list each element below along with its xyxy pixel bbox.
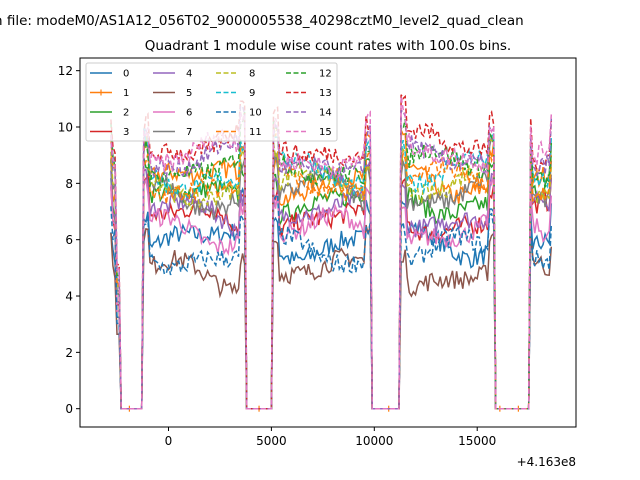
series-line-15	[110, 96, 553, 410]
legend-label-12: 12	[319, 69, 332, 80]
legend-label-0: 0	[123, 69, 129, 80]
legend-label-13: 13	[319, 88, 332, 99]
legend-label-10: 10	[249, 108, 262, 119]
x-tick-label: 0	[165, 434, 173, 448]
legend-label-3: 3	[123, 127, 129, 138]
legend-label-1: 1	[123, 88, 129, 99]
legend-label-15: 15	[319, 127, 332, 138]
series-line-2	[110, 142, 553, 410]
plot-frame	[79, 57, 577, 428]
y-tick-label: 8	[65, 177, 73, 191]
chart-title: Quadrant 1 module wise count rates with …	[145, 38, 511, 54]
series-line-0	[110, 186, 553, 410]
legend-label-9: 9	[249, 88, 255, 99]
legend-label-14: 14	[319, 108, 332, 119]
chart-suptitle: n file: modeM0/AS1A12_056T02_9000005538_…	[0, 13, 524, 29]
legend-frame	[85, 62, 338, 142]
legend-label-4: 4	[186, 69, 192, 80]
series-line-14	[110, 105, 553, 410]
series-layer	[110, 94, 553, 412]
y-tick-label: 2	[65, 346, 73, 360]
y-tick-label: 10	[58, 121, 73, 135]
y-tick-label: 4	[65, 290, 73, 304]
series-line-10	[110, 193, 553, 410]
series-line-3	[110, 160, 553, 410]
y-tick-label: 0	[65, 402, 73, 416]
legend-label-2: 2	[123, 108, 129, 119]
y-tick-label: 6	[65, 233, 73, 247]
legend-label-8: 8	[249, 69, 255, 80]
x-tick-label: 5000	[256, 434, 287, 448]
series-line-13	[110, 94, 553, 410]
series-line-4	[110, 160, 553, 410]
series-line-6	[110, 173, 553, 410]
y-tick-label: 12	[58, 64, 73, 78]
legend-label-11: 11	[249, 127, 262, 138]
legend-label-7: 7	[186, 127, 192, 138]
x-tick-label: 10000	[355, 434, 393, 448]
series-line-5	[110, 224, 553, 410]
x-tick-label: 15000	[458, 434, 496, 448]
legend-label-6: 6	[186, 108, 192, 119]
x-offset-label: +4.163e8	[517, 455, 576, 469]
legend-label-5: 5	[186, 88, 192, 99]
